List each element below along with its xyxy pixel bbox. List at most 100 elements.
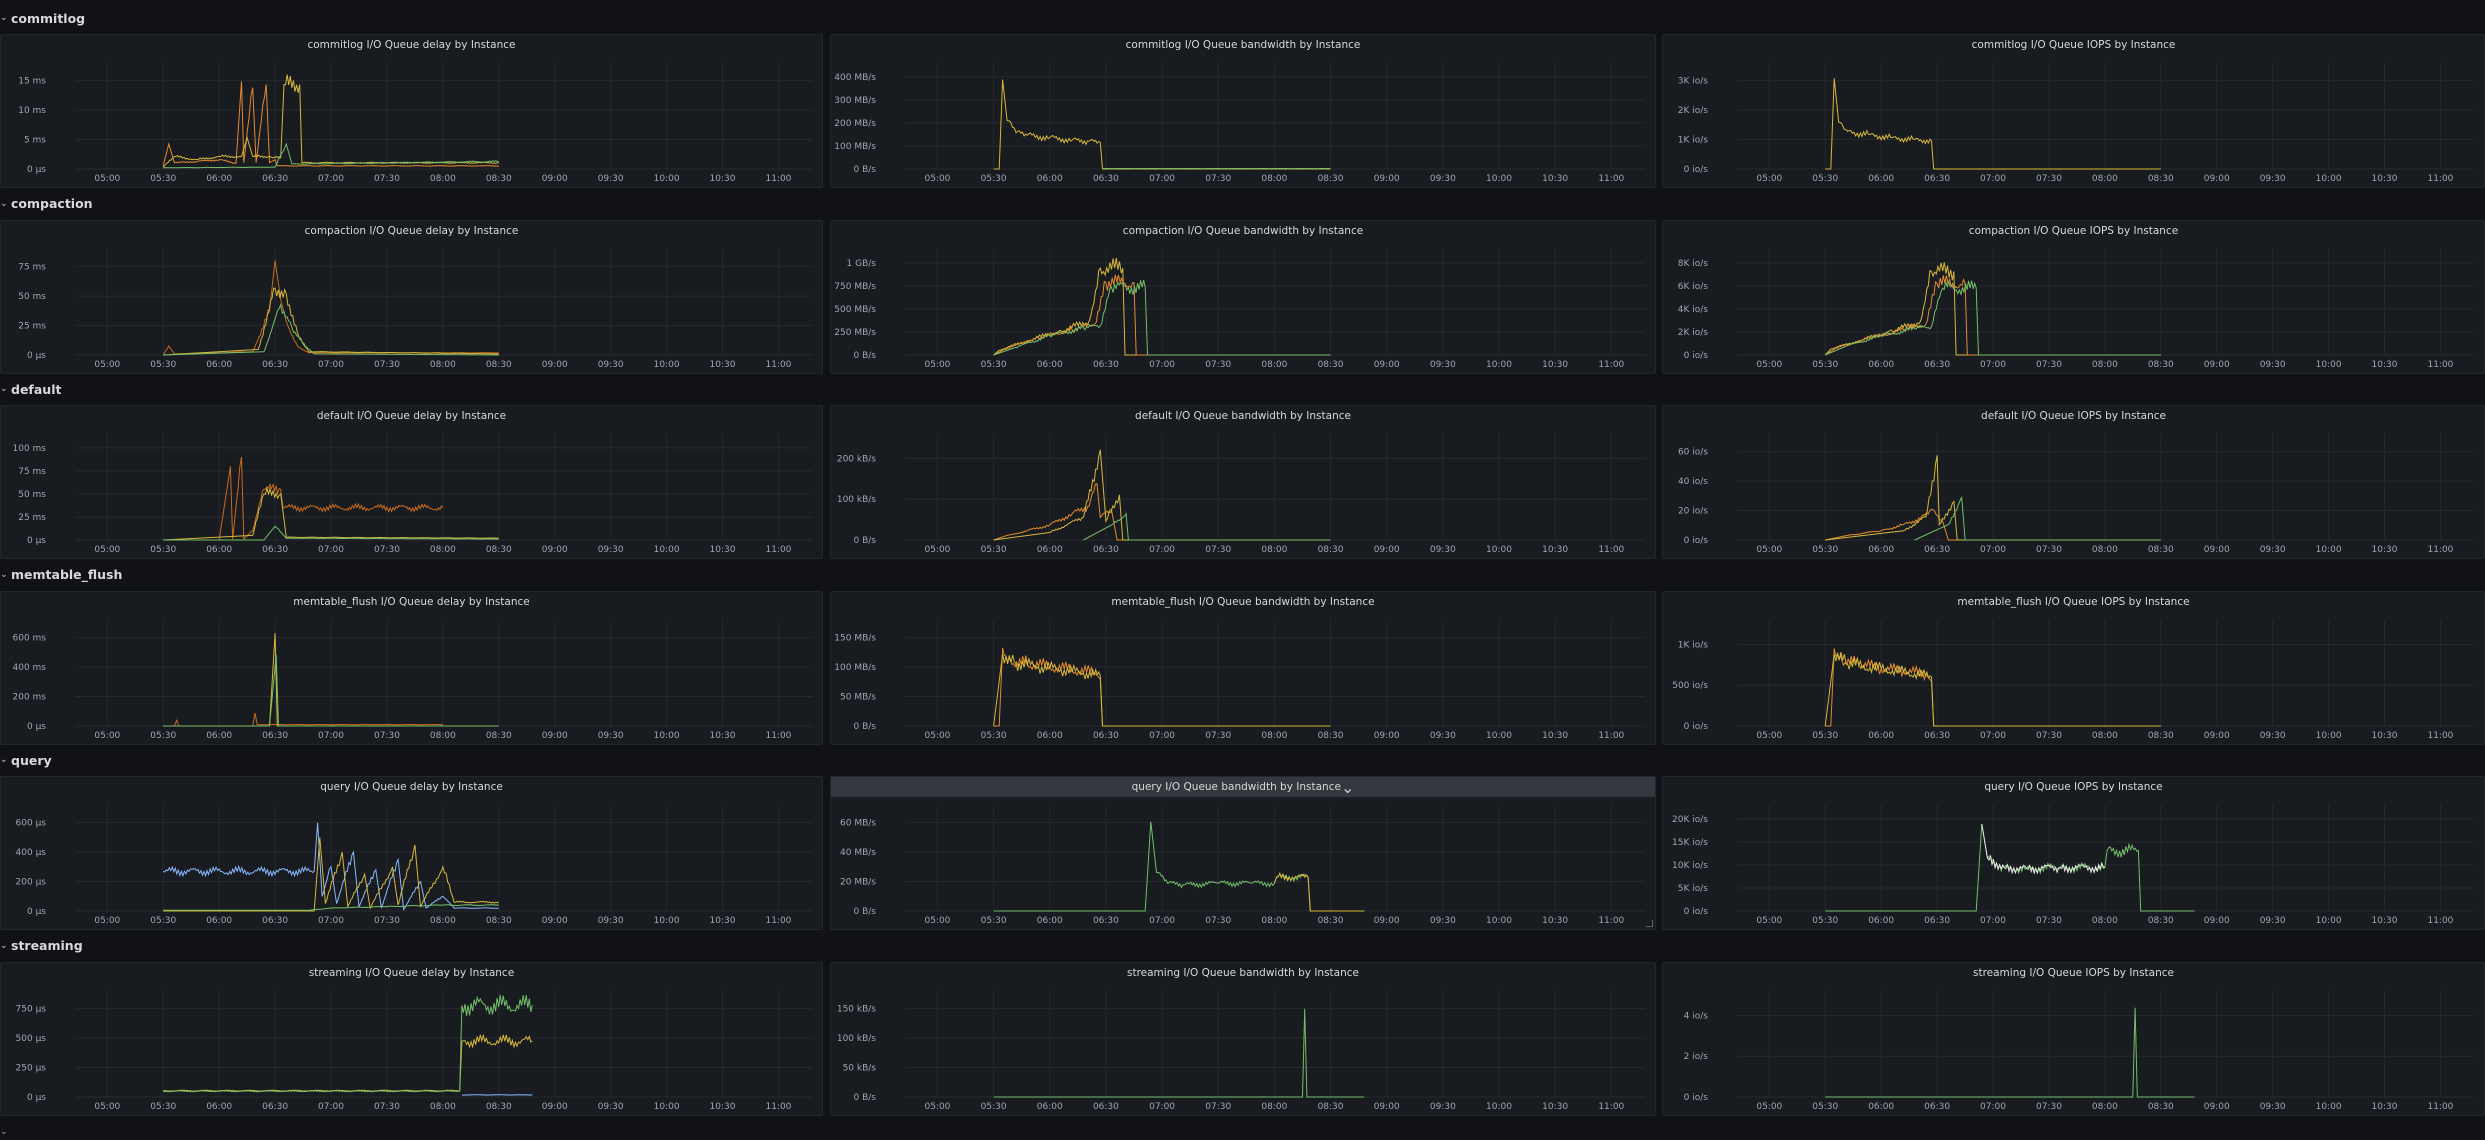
x-tick-label: 08:30 [2148, 916, 2174, 926]
x-tick-label: 07:30 [2036, 916, 2062, 926]
panel-default-bandwidth[interactable]: default I/O Queue bandwidth by Instance 0… [830, 405, 1656, 559]
y-tick-label: 0 B/s [854, 351, 877, 361]
panel-header[interactable]: default I/O Queue delay by Instance [1, 406, 822, 426]
y-tick-label: 0 io/s [1684, 536, 1709, 546]
y-tick-label: 15 ms [18, 77, 46, 87]
panel-header[interactable]: streaming I/O Queue delay by Instance [1, 963, 822, 983]
row-header-query[interactable]: ⌄ query [0, 750, 52, 770]
x-tick-label: 07:30 [1205, 174, 1231, 184]
y-tick-label: 0 μs [27, 536, 46, 546]
panel-header[interactable]: memtable_flush I/O Queue IOPS by Instanc… [1663, 592, 2484, 612]
panel-header[interactable]: query I/O Queue IOPS by Instance [1663, 777, 2484, 797]
panel-header[interactable]: default I/O Queue IOPS by Instance [1663, 406, 2484, 426]
row-header-memtable_flush[interactable]: ⌄ memtable_flush [0, 565, 122, 585]
x-tick-label: 08:00 [1261, 545, 1287, 555]
series-line [163, 302, 499, 355]
timeseries-chart[interactable]: 05:00 05:30 06:00 06:30 07:00 07:30 08:00 08:30… [831, 963, 1657, 1117]
panel-header[interactable]: commitlog I/O Queue IOPS by Instance [1663, 35, 2484, 55]
x-tick-label: 05:00 [1756, 916, 1782, 926]
panel-header[interactable]: commitlog I/O Queue bandwidth by Instanc… [831, 35, 1655, 55]
x-tick-label: 05:00 [1756, 174, 1782, 184]
panel-compaction-bandwidth[interactable]: compaction I/O Queue bandwidth by Instan… [830, 219, 1657, 375]
panel-commitlog-bandwidth[interactable]: commitlog I/O Queue bandwidth by Instanc… [830, 34, 1656, 188]
panel-header[interactable]: compaction I/O Queue delay by Instance [1, 221, 822, 241]
series-line [1825, 824, 2195, 912]
x-tick-label: 11:00 [1598, 1102, 1624, 1112]
row-header-commitlog[interactable]: ⌄ commitlog [0, 8, 85, 28]
panel-header[interactable]: query I/O Queue bandwidth by Instance ⌄ [831, 777, 1655, 797]
timeseries-chart[interactable]: 05:00 05:30 06:00 06:30 07:00 07:30 08:00 08:30… [1663, 777, 2485, 931]
panel-streaming-iops[interactable]: streaming I/O Queue IOPS by Instance 05:0… [1662, 961, 2485, 1117]
y-tick-label: 400 μs [16, 848, 47, 858]
timeseries-chart[interactable]: 05:00 05:30 06:00 06:30 07:00 07:30 08:00 08:30… [1, 963, 824, 1117]
y-tick-label: 0 μs [27, 907, 46, 917]
panel-header[interactable]: memtable_flush I/O Queue delay by Instan… [1, 592, 822, 612]
row-header-default[interactable]: ⌄ default [0, 379, 61, 399]
timeseries-chart[interactable]: 05:00 05:30 06:00 06:30 07:00 07:30 08:00 08:30… [1663, 406, 2485, 560]
panel-query-iops[interactable]: query I/O Queue IOPS by Instance 05:00 05:… [1662, 776, 2485, 930]
panel-commitlog-delay[interactable]: commitlog I/O Queue delay by Instance 05:… [0, 34, 823, 188]
x-tick-label: 06:00 [206, 360, 232, 370]
x-tick-label: 05:00 [924, 916, 950, 926]
x-tick-label: 10:00 [2316, 1102, 2342, 1112]
timeseries-chart[interactable]: 05:00 05:30 06:00 06:30 07:00 07:30 08:00 08:30… [1, 592, 824, 746]
panel-header[interactable]: default I/O Queue bandwidth by Instance [831, 406, 1655, 426]
panel-menu-chevron-icon[interactable]: ⌄ [1340, 777, 1355, 797]
timeseries-chart[interactable]: 05:00 05:30 06:00 06:30 07:00 07:30 08:00 08:30… [1, 35, 824, 189]
timeseries-chart[interactable]: 05:00 05:30 06:00 06:30 07:00 07:30 08:00 08:30… [1663, 221, 2485, 375]
panel-memtable_flush-iops[interactable]: memtable_flush I/O Queue IOPS by Instanc… [1662, 590, 2485, 746]
timeseries-chart[interactable]: 05:00 05:30 06:00 06:30 07:00 07:30 08:00 08:30… [1663, 963, 2485, 1117]
timeseries-chart[interactable]: 05:00 05:30 06:00 06:30 07:00 07:30 08:00 08:30… [831, 592, 1657, 746]
panel-header[interactable]: streaming I/O Queue bandwidth by Instanc… [831, 963, 1655, 983]
panel-default-delay[interactable]: default I/O Queue delay by Instance 05:00… [0, 405, 823, 559]
timeseries-chart[interactable]: 05:00 05:30 06:00 06:30 07:00 07:30 08:00 08:30… [831, 406, 1657, 560]
chevron-down-icon[interactable]: ⌄ [0, 1127, 8, 1137]
series-line [163, 712, 443, 726]
x-tick-label: 10:00 [1486, 360, 1512, 370]
x-tick-label: 11:00 [765, 1102, 791, 1112]
panel-header[interactable]: streaming I/O Queue IOPS by Instance [1663, 963, 2484, 983]
x-tick-label: 09:00 [2204, 360, 2230, 370]
timeseries-chart[interactable]: 05:00 05:30 06:00 06:30 07:00 07:30 08:00 08:30… [1663, 35, 2485, 189]
row-header-streaming[interactable]: ⌄ streaming [0, 936, 83, 956]
y-tick-label: 2K io/s [1678, 327, 1709, 337]
timeseries-chart[interactable]: 05:00 05:30 06:00 06:30 07:00 07:30 08:00 08:30… [831, 35, 1657, 189]
row-header-compaction[interactable]: ⌄ compaction [0, 194, 93, 214]
y-tick-label: 600 ms [13, 633, 47, 643]
panel-compaction-iops[interactable]: compaction I/O Queue IOPS by Instance 05:… [1662, 219, 2485, 375]
panel-streaming-delay[interactable]: streaming I/O Queue delay by Instance 05:… [0, 961, 824, 1117]
timeseries-chart[interactable]: 05:00 05:30 06:00 06:30 07:00 07:30 08:00 08:30… [1, 777, 824, 931]
x-tick-label: 07:00 [1149, 174, 1175, 184]
panel-commitlog-iops[interactable]: commitlog I/O Queue IOPS by Instance 05:0… [1662, 34, 2485, 188]
x-tick-label: 10:30 [710, 545, 736, 555]
timeseries-chart[interactable]: 05:00 05:30 06:00 06:30 07:00 07:30 08:00 08:30… [1663, 592, 2485, 746]
x-tick-label: 09:00 [1374, 545, 1400, 555]
panel-header[interactable]: memtable_flush I/O Queue bandwidth by In… [831, 592, 1655, 612]
panel-header[interactable]: compaction I/O Queue bandwidth by Instan… [831, 221, 1655, 241]
chevron-down-icon: ⌄ [0, 13, 8, 23]
timeseries-chart[interactable]: 05:00 05:30 06:00 06:30 07:00 07:30 08:00 08:30… [1, 406, 824, 560]
timeseries-chart[interactable]: 05:00 05:30 06:00 06:30 07:00 07:30 08:00 08:30… [831, 777, 1657, 931]
y-tick-label: 0 io/s [1684, 1093, 1709, 1103]
x-tick-label: 08:00 [2092, 731, 2118, 741]
panel-query-bandwidth[interactable]: query I/O Queue bandwidth by Instance ⌄ 05… [830, 776, 1656, 930]
x-tick-label: 09:00 [542, 916, 568, 926]
panel-compaction-delay[interactable]: compaction I/O Queue delay by Instance 05… [0, 219, 824, 375]
resize-handle-icon[interactable] [1646, 920, 1653, 927]
timeseries-chart[interactable]: 05:00 05:30 06:00 06:30 07:00 07:30 08:00 08:30… [1, 221, 824, 375]
y-tick-label: 50 ms [18, 292, 46, 302]
x-tick-label: 05:30 [1812, 174, 1838, 184]
panel-query-delay[interactable]: query I/O Queue delay by Instance 05:00 05… [0, 776, 823, 930]
panel-header[interactable]: commitlog I/O Queue delay by Instance [1, 35, 822, 55]
timeseries-chart[interactable]: 05:00 05:30 06:00 06:30 07:00 07:30 08:00 08:30… [831, 221, 1657, 375]
series-line [993, 279, 1331, 355]
series-line [163, 837, 499, 912]
panel-memtable_flush-bandwidth[interactable]: memtable_flush I/O Queue bandwidth by In… [830, 590, 1657, 746]
x-tick-label: 07:30 [1205, 731, 1231, 741]
panel-memtable_flush-delay[interactable]: memtable_flush I/O Queue delay by Instan… [0, 590, 824, 746]
panel-streaming-bandwidth[interactable]: streaming I/O Queue bandwidth by Instanc… [830, 961, 1657, 1117]
panel-header[interactable]: query I/O Queue delay by Instance [1, 777, 822, 797]
panel-header[interactable]: compaction I/O Queue IOPS by Instance [1663, 221, 2484, 241]
x-tick-label: 07:30 [2036, 174, 2062, 184]
panel-default-iops[interactable]: default I/O Queue IOPS by Instance 05:00 0… [1662, 405, 2485, 559]
